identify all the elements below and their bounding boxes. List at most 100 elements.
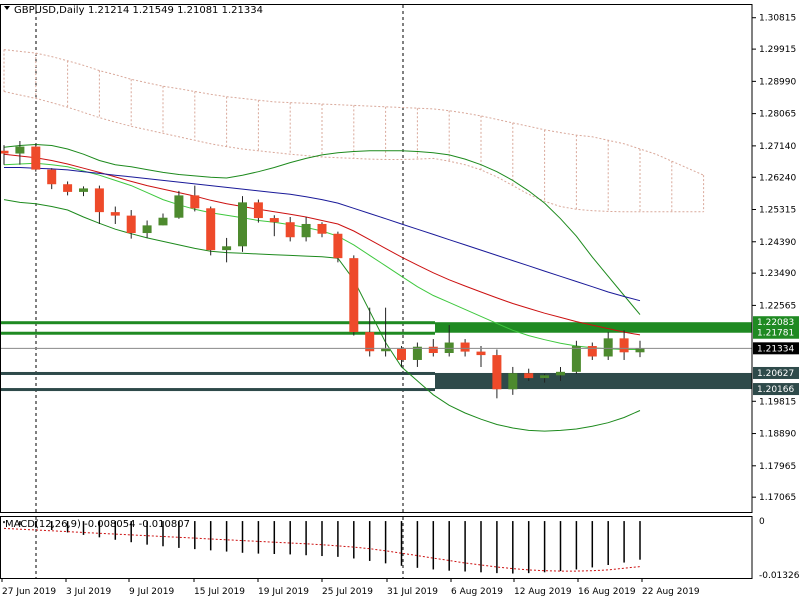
candle-bear[interactable] <box>269 218 279 223</box>
zone-green <box>435 322 752 333</box>
candle-bull[interactable] <box>158 217 168 226</box>
bollinger-upper <box>3 143 641 315</box>
candle-bear[interactable] <box>365 332 375 352</box>
date-label: 19 Jul 2019 <box>258 587 309 597</box>
candle-bear[interactable] <box>476 351 486 356</box>
candle-bear[interactable] <box>285 222 295 238</box>
candle-bear[interactable] <box>253 202 263 219</box>
candle-bull[interactable] <box>222 246 232 251</box>
candle-bear[interactable] <box>333 233 343 259</box>
date-label: 6 Aug 2019 <box>451 587 503 597</box>
macd-signal-line <box>3 527 641 572</box>
candle-bear[interactable] <box>460 342 470 352</box>
candle-bull[interactable] <box>571 346 581 372</box>
price-tick-label: 1.22565 <box>759 301 796 311</box>
price-tick-label: 1.19815 <box>759 397 796 407</box>
candle-bear[interactable] <box>619 338 629 353</box>
price-tick-label: 1.28065 <box>759 110 796 120</box>
price-tick-label: 1.18890 <box>759 430 796 440</box>
price-tick-label: 1.24390 <box>759 238 796 248</box>
price-tag-label: 1.21781 <box>757 329 794 339</box>
candle-bear[interactable] <box>206 208 216 251</box>
candle-bear[interactable] <box>47 169 57 185</box>
price-tag-dark <box>753 366 799 379</box>
candle-bull[interactable] <box>556 371 565 376</box>
price-tag-label: 1.21334 <box>757 344 794 354</box>
candle-bull[interactable] <box>603 338 613 357</box>
price-tag-label: 1.22083 <box>757 318 794 328</box>
moving-average-red <box>3 153 641 336</box>
price-tick-label: 1.25315 <box>759 206 796 216</box>
candle-bull[interactable] <box>444 342 454 353</box>
moving-average-blue <box>4 167 641 302</box>
candle-bear[interactable] <box>63 184 73 192</box>
price-tag-label: 1.20627 <box>757 369 794 379</box>
macd-pane-frame <box>0 516 753 579</box>
zone-line-dark <box>1 388 435 392</box>
candle-bear[interactable] <box>0 150 9 154</box>
candle-bear[interactable] <box>397 348 406 360</box>
symbol-title: GBPUSD,Daily <box>14 5 85 16</box>
price-tick-label: 1.28990 <box>759 77 796 87</box>
ohlc-readout: 1.21214 1.21549 1.21081 1.21334 <box>88 5 263 16</box>
price-tag-dark <box>753 383 799 396</box>
date-label: 31 Jul 2019 <box>387 587 438 597</box>
candle-bull[interactable] <box>301 223 311 238</box>
price-tick-label: 1.29915 <box>759 45 796 55</box>
price-tick-label: 1.17065 <box>759 493 796 503</box>
collapse-triangle-icon[interactable] <box>4 6 10 10</box>
candle-bear[interactable] <box>524 373 534 379</box>
candle-bear[interactable] <box>31 146 41 170</box>
candle-bear[interactable] <box>587 346 597 357</box>
axes: 1.30815 1.29915 1.28990 1.28065 1.27140 1.262… <box>0 4 800 597</box>
date-label: 27 Jun 2019 <box>2 587 56 597</box>
candle-bear[interactable] <box>94 188 104 213</box>
date-label: 15 Jul 2019 <box>194 587 245 597</box>
candle-bear[interactable] <box>110 212 120 216</box>
candle-bull[interactable] <box>508 373 518 390</box>
macd-tick-label: -0.013264 <box>759 571 800 581</box>
candle-bull[interactable] <box>412 346 422 360</box>
candle-bear[interactable] <box>492 355 502 390</box>
candle-bull[interactable] <box>174 195 184 218</box>
date-label: 9 Jul 2019 <box>129 587 174 597</box>
bollinger-lower <box>3 199 641 432</box>
macd-pane[interactable] <box>3 517 641 578</box>
price-tick-label: 1.27140 <box>759 142 796 152</box>
zone-dark <box>435 372 752 390</box>
zone-line-green <box>1 321 435 325</box>
zone-line-dark <box>1 371 435 375</box>
price-tick-label: 1.23490 <box>759 269 796 279</box>
macd-tick-label: 0 <box>759 517 765 527</box>
candle-bull[interactable] <box>540 375 550 379</box>
price-pane[interactable] <box>0 5 752 512</box>
date-label: 3 Jul 2019 <box>66 587 111 597</box>
price-tag-label: 1.20166 <box>757 385 794 395</box>
date-label: 25 Jul 2019 <box>322 587 373 597</box>
price-tick-label: 1.26240 <box>759 173 796 183</box>
candle-bear[interactable] <box>428 346 438 353</box>
candle-bear[interactable] <box>190 195 200 209</box>
price-tick-label: 1.30815 <box>759 14 796 24</box>
candle-bear[interactable] <box>349 258 359 333</box>
price-tag-current <box>753 342 799 355</box>
zone-line-green <box>1 331 435 335</box>
candle-bull[interactable] <box>79 188 88 192</box>
cloud-lower-line <box>3 91 704 213</box>
macd-label: MACD(12,26,9) -0.008054 -0.010807 <box>5 519 190 530</box>
price-pane-frame <box>0 4 753 513</box>
candle-bear[interactable] <box>126 215 136 234</box>
candle-bull[interactable] <box>238 202 247 247</box>
candle-bull[interactable] <box>15 146 25 154</box>
candle-bull[interactable] <box>381 348 391 352</box>
date-label: 16 Aug 2019 <box>578 587 636 597</box>
candle-bear[interactable] <box>317 223 327 234</box>
candle-bull[interactable] <box>142 225 152 234</box>
price-tag-green <box>753 326 799 339</box>
date-label: 12 Aug 2019 <box>514 587 572 597</box>
price-tag-green <box>753 316 799 329</box>
candle-bull[interactable] <box>635 348 645 353</box>
price-tick-label: 1.17965 <box>759 462 796 472</box>
